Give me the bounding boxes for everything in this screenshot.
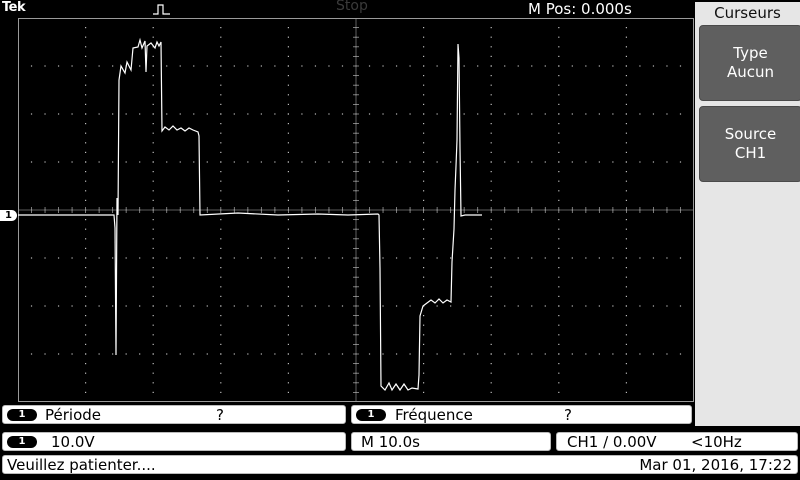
- waveform-display: [18, 18, 694, 402]
- measurement-value: ?: [564, 406, 572, 424]
- cursor-source-label: Source: [724, 125, 777, 143]
- brand-logo: Tek: [2, 0, 26, 15]
- cursor-source-value: CH1: [734, 144, 767, 162]
- measurement-label: Période: [45, 406, 102, 424]
- channel-chip: 1: [7, 409, 37, 421]
- status-datetime: Mar 01, 2016, 17:22: [639, 456, 792, 474]
- cursor-type-label: Type: [733, 44, 768, 62]
- graticule-border: [18, 18, 694, 402]
- rising-edge-icon: [153, 4, 170, 15]
- trigger-level: CH1 ∕ 0.00V: [567, 433, 657, 451]
- measurement-value: ?: [216, 406, 224, 424]
- status-message: Veuillez patienter....: [7, 456, 156, 474]
- channel-chip: 1: [356, 409, 386, 421]
- trigger-readout[interactable]: CH1 ∕ 0.00V <10Hz: [556, 432, 798, 451]
- cursor-type-button[interactable]: Type Aucun: [699, 25, 800, 101]
- cursor-source-button[interactable]: Source CH1: [699, 106, 800, 182]
- channel1-ground-marker[interactable]: 1: [0, 210, 17, 221]
- channel1-scale[interactable]: 1 10.0V: [2, 432, 346, 451]
- measurement-label: Fréquence: [395, 406, 473, 424]
- measurement-frequency[interactable]: 1 Fréquence ?: [351, 405, 692, 424]
- trigger-frequency: <10Hz: [691, 433, 742, 451]
- measurement-period[interactable]: 1 Période ?: [2, 405, 346, 424]
- timebase-readout[interactable]: M 10.0s: [351, 432, 551, 451]
- status-bar: Veuillez patienter.... Mar 01, 2016, 17:…: [2, 455, 798, 474]
- ch1-waveform: [18, 37, 482, 392]
- volts-per-div: 10.0V: [51, 433, 95, 451]
- run-state: Stop: [336, 0, 368, 14]
- graticule: [18, 18, 694, 402]
- horizontal-position: M Pos: 0.000s: [528, 0, 632, 18]
- channel-chip: 1: [7, 436, 37, 448]
- cursor-type-value: Aucun: [726, 63, 775, 81]
- timebase-value: M 10.0s: [361, 433, 420, 451]
- menu-title: Curseurs: [714, 4, 781, 22]
